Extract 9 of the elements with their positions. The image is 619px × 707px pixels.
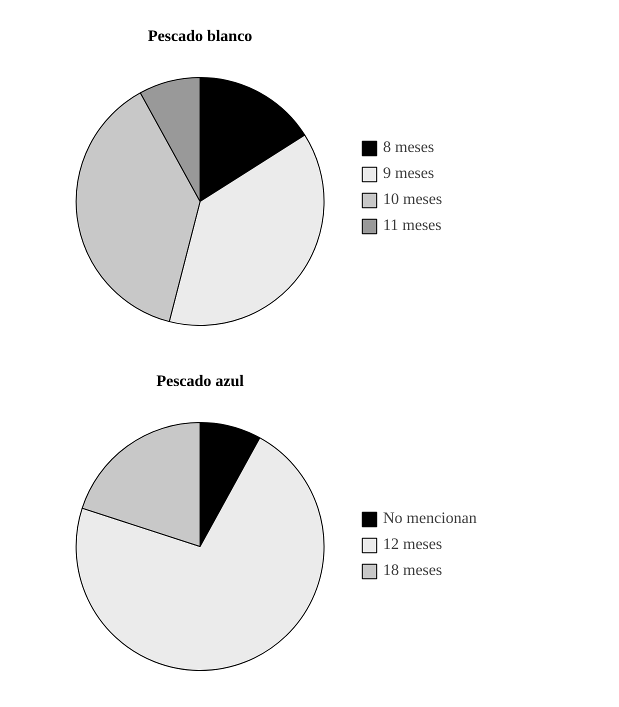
- legend-label: 8 meses: [383, 139, 434, 157]
- chart-title: Pescado blanco: [148, 28, 252, 45]
- legend-label: 9 meses: [383, 165, 434, 183]
- legend-label: 11 meses: [383, 217, 442, 235]
- chart-title: Pescado azul: [156, 372, 244, 390]
- legend-label: 12 meses: [383, 536, 442, 554]
- legend-label: 18 meses: [383, 562, 442, 580]
- legend-label: No mencionan: [383, 510, 477, 528]
- legend-label: 10 meses: [383, 191, 442, 209]
